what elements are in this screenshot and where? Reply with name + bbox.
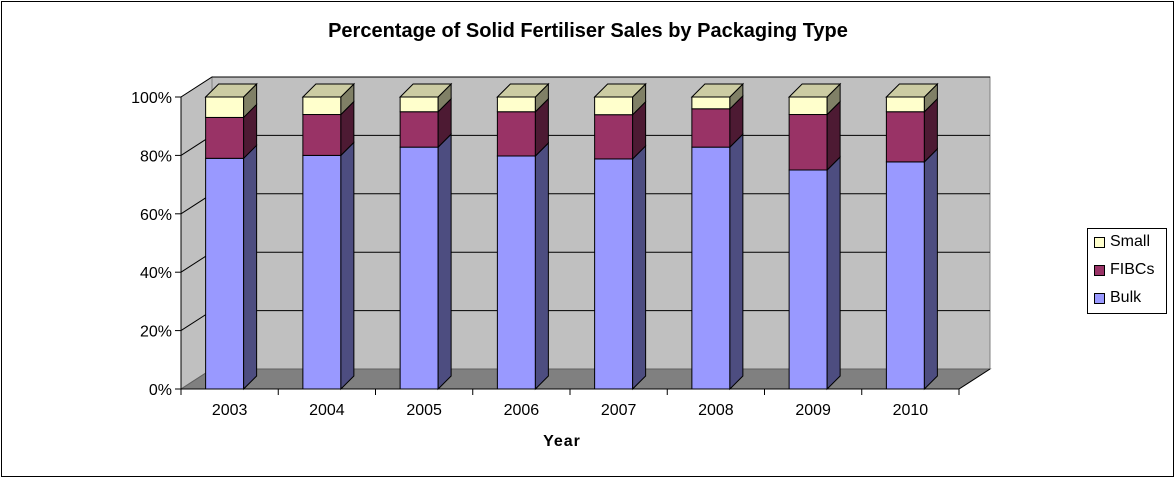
y-tick-label: 40%: [140, 265, 172, 282]
bar-side-bulk-2010: [923, 147, 938, 391]
bar-fibcs-2008: [691, 108, 731, 148]
bar-top-small-2005: [398, 83, 453, 98]
bar-fibcs-2009: [788, 114, 828, 171]
bar-side-bulk-2007: [632, 144, 647, 391]
chart-title: Percentage of Solid Fertiliser Sales by …: [328, 20, 848, 42]
bar-top-small-2009: [787, 83, 842, 98]
bar-bulk-2004: [302, 154, 342, 390]
bar-top-small-2007: [593, 83, 647, 98]
y-tick-label: 60%: [140, 207, 172, 224]
bar-fibcs-2006: [496, 111, 536, 157]
legend-swatch-bulk: [1094, 292, 1105, 304]
legend-label-fibcs: FIBCs: [1110, 261, 1155, 278]
bar-small-2007: [594, 96, 634, 116]
bar-top-small-2003: [204, 83, 258, 98]
x-axis-title: Year: [543, 433, 581, 450]
bar-side-bulk-2003: [243, 144, 258, 391]
legend-swatch-small: [1094, 236, 1105, 248]
floor-edge: [958, 368, 991, 390]
bar-bulk-2010: [885, 161, 925, 390]
bar-small-2008: [691, 96, 731, 110]
bar-fibcs-2010: [885, 111, 925, 163]
bar-small-2006: [496, 96, 536, 113]
bar-bulk-2003: [205, 157, 245, 390]
bar-fibcs-2007: [594, 114, 634, 160]
x-tick-label: 2004: [309, 402, 345, 419]
x-tick-label: 2007: [601, 402, 637, 419]
bar-bulk-2008: [691, 146, 731, 390]
legend-item-bulk: Bulk: [1094, 289, 1141, 307]
bar-top-small-2004: [301, 83, 356, 98]
bar-small-2009: [788, 96, 828, 116]
legend-item-small: Small: [1094, 233, 1150, 251]
x-tick-label: 2010: [893, 402, 929, 419]
bar-bulk-2005: [399, 146, 439, 390]
bar-bulk-2007: [594, 158, 634, 390]
bar-side-bulk-2004: [340, 141, 355, 391]
bar-fibcs-2005: [399, 111, 439, 148]
plot-walls: [179, 76, 992, 390]
bar-side-bulk-2005: [437, 132, 452, 391]
y-tick-label: 20%: [140, 324, 172, 341]
x-tick-label: 2008: [698, 402, 734, 419]
y-tick-label: 80%: [140, 148, 172, 165]
bar-fibcs-2004: [302, 114, 342, 156]
legend-swatch-fibcs: [1094, 264, 1105, 276]
bar-side-bulk-2009: [826, 155, 841, 391]
bar-bulk-2009: [788, 169, 828, 390]
bar-small-2004: [302, 96, 342, 116]
x-tick-label: 2006: [504, 402, 540, 419]
x-tick-label: 2009: [795, 402, 831, 419]
bar-side-bulk-2008: [729, 132, 744, 391]
bar-top-small-2006: [496, 83, 550, 98]
legend-item-fibcs: FIBCs: [1094, 261, 1154, 279]
bars: [204, 82, 939, 391]
y-tick-label: 0%: [149, 382, 172, 399]
x-tick-label: 2003: [212, 402, 248, 419]
bar-bulk-2006: [496, 155, 536, 390]
bar-fibcs-2003: [205, 116, 245, 159]
axes: 0% 20% 40% 60% 80% 100% 2003 2004 2005 2006 2007 20…: [131, 90, 991, 419]
bar-top-small-2010: [885, 83, 939, 98]
legend: Small FIBCs Bulk: [1087, 228, 1167, 314]
bar-small-2010: [885, 96, 925, 113]
bar-top-small-2008: [690, 83, 745, 98]
x-tick-label: 2005: [406, 402, 442, 419]
bar-small-2005: [399, 96, 439, 113]
y-tick-label: 100%: [131, 90, 172, 107]
legend-label-bulk: Bulk: [1110, 289, 1142, 306]
legend-label-small: Small: [1110, 233, 1151, 250]
bar-side-bulk-2006: [534, 141, 549, 391]
bar-small-2003: [205, 96, 245, 118]
gridline: [180, 76, 990, 98]
floor: [179, 368, 992, 390]
